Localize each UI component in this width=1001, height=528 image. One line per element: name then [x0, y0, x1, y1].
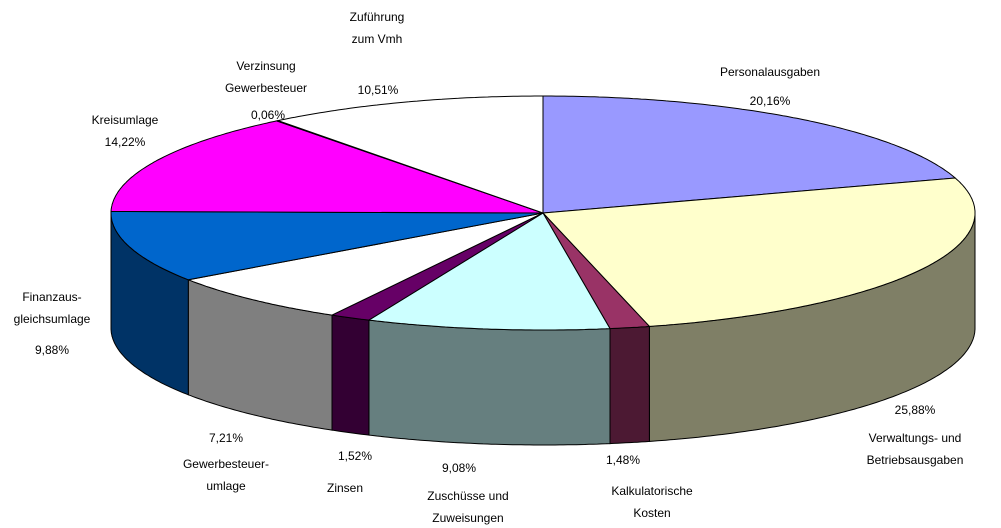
pie-slice — [541, 177, 976, 327]
pie-slice — [330, 212, 544, 321]
slice-label: Kalkulatorische — [611, 484, 693, 498]
slice-label: Kreisumlage — [92, 113, 159, 127]
pie-slice — [110, 120, 544, 214]
value-label: 9,88% — [35, 343, 69, 357]
value-label: 10,51% — [358, 83, 399, 97]
slice-label: Gewerbesteuer- — [183, 457, 269, 471]
pie-slice — [367, 212, 611, 331]
slice-label: Verwaltungs- und — [869, 431, 962, 445]
value-label: 25,88% — [895, 403, 936, 417]
slice-label: Zuschüsse und — [427, 489, 508, 503]
value-label: 1,52% — [338, 449, 372, 463]
slice-label: Finanzaus- — [22, 290, 81, 304]
value-label: 7,21% — [209, 431, 243, 445]
pie-slice — [276, 95, 544, 214]
pie-slice — [110, 210, 544, 281]
slice-label: Kosten — [633, 506, 670, 520]
pie-slice — [542, 212, 651, 330]
value-label: 20,16% — [750, 94, 791, 108]
slice-label: Personalausgaben — [720, 65, 820, 79]
pie-wall — [609, 325, 650, 445]
slice-label: Betriebsausgaben — [867, 453, 964, 467]
slice-label: zum Vmh — [352, 32, 403, 46]
slice-label: Zuweisungen — [432, 511, 503, 525]
value-label: 9,08% — [442, 461, 476, 475]
slice-label: Verzinsung — [236, 59, 295, 73]
slice-label: gleichsumlage — [14, 312, 91, 326]
pie-slice — [542, 95, 957, 214]
pie-slice — [186, 212, 544, 316]
value-label: 0,06% — [251, 108, 285, 122]
slice-label: Zuführung — [350, 10, 405, 24]
value-label: 14,22% — [105, 135, 146, 149]
pie-wall — [368, 319, 611, 446]
slice-label: Gewerbesteuer — [225, 81, 307, 95]
slice-label: umlage — [206, 479, 246, 493]
value-label: 1,48% — [606, 453, 640, 467]
pie-wall — [331, 314, 370, 436]
slice-label: Zinsen — [327, 481, 363, 495]
